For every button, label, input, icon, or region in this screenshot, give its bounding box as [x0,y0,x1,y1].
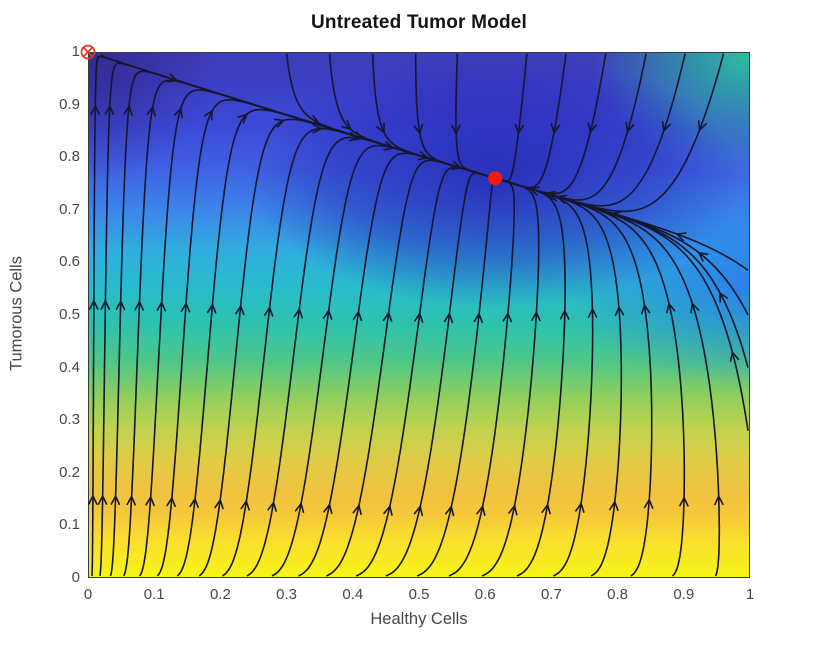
x-tick-label: 0.4 [342,586,364,603]
y-tick-label: 1 [71,43,80,60]
x-tick-label: 0.5 [408,586,430,603]
y-tick-label: 0 [71,569,80,586]
plot-title: Untreated Tumor Model [310,12,528,33]
x-tick-label: 0.1 [143,586,165,603]
y-tick-label: 0.5 [59,306,80,323]
y-tick-label: 0.9 [59,95,80,113]
y-tick-label: 0.1 [59,516,80,534]
x-tick-label: 0.3 [276,586,298,603]
y-axis-label: Tumorous Cells [7,256,26,371]
x-axis-label: Healthy Cells [370,610,468,628]
y-tick-label: 0.4 [59,358,80,376]
x-tick-label: 0.8 [607,586,629,603]
x-tick-label: 0.9 [673,586,695,603]
y-tick-label: 0.2 [59,463,80,481]
x-tick-label: 0 [83,586,93,603]
x-tick-label: 0.7 [540,586,562,603]
y-tick-label: 0.7 [59,200,80,218]
x-tick-label: 1 [745,586,755,603]
y-tick-label: 0.3 [59,411,80,429]
y-tick-label: 0.8 [59,148,80,166]
x-tick-label: 0.2 [209,586,231,603]
x-tick-label: 0.6 [474,586,496,603]
plot-area [88,52,750,578]
y-tick-label: 0.6 [59,253,80,271]
